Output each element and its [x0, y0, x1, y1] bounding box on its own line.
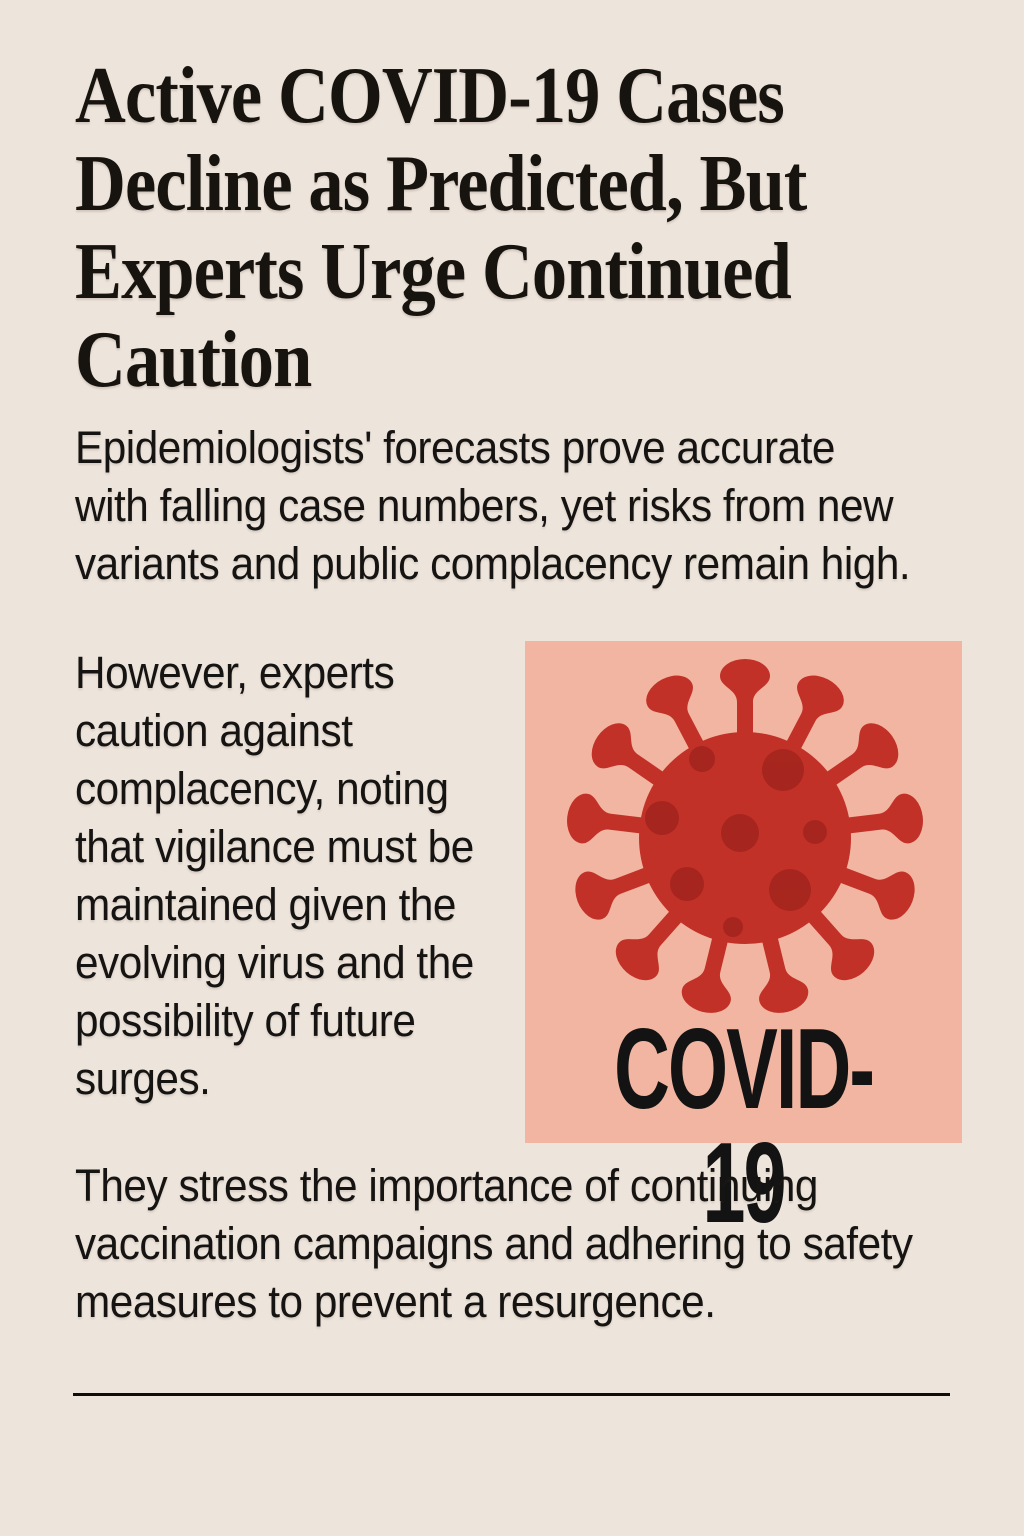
body-line: However, experts — [75, 647, 395, 698]
covid-figure-label: COVID-19 — [613, 1006, 875, 1247]
body-line: evolving virus and the — [75, 937, 474, 988]
body-line: surges. — [75, 1053, 211, 1104]
lede-line: Epidemiologists' forecasts prove accurat… — [75, 422, 835, 473]
coronavirus-icon — [564, 659, 926, 1018]
article-content: Active COVID-19 Cases Decline as Predict… — [73, 52, 975, 1396]
headline-line: Caution — [75, 316, 312, 404]
divider-rule — [73, 1393, 950, 1396]
bottom-paragraph: They stress the importance of continuing… — [75, 1157, 975, 1331]
virus-spots — [645, 746, 827, 937]
body-line: possibility of future — [75, 995, 416, 1046]
paragraph-line: vaccination campaigns and adhering to sa… — [75, 1218, 913, 1269]
body-left-column: However, experts caution against complac… — [75, 641, 525, 1143]
headline-line: Experts Urge Continued — [75, 228, 792, 316]
lede-line: with falling case numbers, yet risks fro… — [75, 480, 894, 531]
body-line: that vigilance must be — [75, 821, 474, 872]
covid-figure: COVID-19 — [525, 641, 962, 1241]
virus-glyph — [564, 659, 926, 1018]
body-line: maintained given the — [75, 879, 456, 930]
body-line: complacency, noting — [75, 763, 449, 814]
headline-line: Active COVID-19 Cases — [75, 52, 785, 140]
lede-line: variants and public complacency remain h… — [75, 538, 911, 589]
paragraph-line: They stress the importance of continuing — [75, 1160, 818, 1211]
body-line: caution against — [75, 705, 353, 756]
headline-line: Decline as Predicted, But — [75, 140, 807, 228]
article-columns: However, experts caution against complac… — [75, 641, 975, 1241]
article-lede: Epidemiologists' forecasts prove accurat… — [75, 419, 975, 593]
article-headline: Active COVID-19 Cases Decline as Predict… — [75, 52, 975, 404]
paragraph-line: measures to prevent a resurgence. — [75, 1276, 716, 1327]
